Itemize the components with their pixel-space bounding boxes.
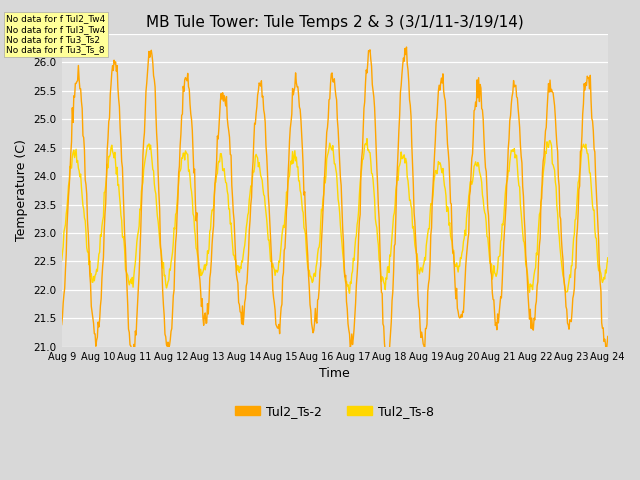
Tul2_Ts-8 bbox=[604, 255, 612, 261]
Tul2_Ts-8 bbox=[403, 159, 410, 165]
Tul2_Ts-2 bbox=[124, 302, 132, 308]
Text: No data for f Tul2_Tw4
No data for f Tul3_Tw4
No data for f Tu3_Ts2
No data for : No data for f Tul2_Tw4 No data for f Tul… bbox=[6, 14, 106, 55]
Tul2_Ts-2 bbox=[179, 84, 187, 89]
Tul2_Ts-8 bbox=[419, 269, 426, 275]
Tul2_Ts-8 bbox=[208, 207, 216, 213]
Tul2_Ts-2 bbox=[58, 322, 65, 327]
Title: MB Tule Tower: Tule Temps 2 & 3 (3/1/11-3/19/14): MB Tule Tower: Tule Temps 2 & 3 (3/1/11-… bbox=[146, 15, 524, 30]
Line: Tul2_Ts-8: Tul2_Ts-8 bbox=[61, 139, 608, 293]
Y-axis label: Temperature (C): Temperature (C) bbox=[15, 139, 28, 241]
Tul2_Ts-8 bbox=[179, 150, 187, 156]
Legend: Tul2_Ts-2, Tul2_Ts-8: Tul2_Ts-2, Tul2_Ts-8 bbox=[230, 400, 440, 423]
Tul2_Ts-8 bbox=[124, 273, 132, 278]
Tul2_Ts-2 bbox=[402, 52, 410, 58]
Tul2_Ts-2 bbox=[385, 359, 393, 365]
Tul2_Ts-2 bbox=[68, 139, 76, 144]
Tul2_Ts-2 bbox=[604, 334, 612, 339]
X-axis label: Time: Time bbox=[319, 367, 350, 380]
Tul2_Ts-2 bbox=[208, 242, 216, 248]
Tul2_Ts-2 bbox=[403, 44, 410, 50]
Tul2_Ts-8 bbox=[346, 290, 353, 296]
Tul2_Ts-8 bbox=[68, 165, 76, 171]
Tul2_Ts-8 bbox=[58, 258, 65, 264]
Tul2_Ts-2 bbox=[419, 335, 426, 340]
Tul2_Ts-8 bbox=[363, 136, 371, 142]
Line: Tul2_Ts-2: Tul2_Ts-2 bbox=[61, 47, 608, 362]
